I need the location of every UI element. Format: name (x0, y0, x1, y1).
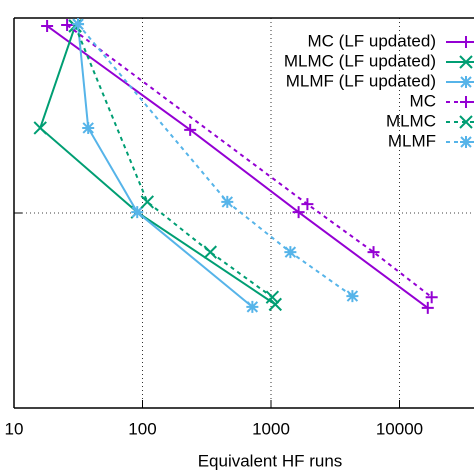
marker (140, 195, 155, 209)
legend-label: MLMF (LF updated) (286, 71, 436, 90)
series-line (77, 24, 253, 308)
series-line (66, 24, 433, 298)
legend-label: MLMC (LF updated) (284, 51, 436, 70)
marker (72, 18, 85, 31)
legend-label: MC (410, 91, 436, 110)
x-tick-label: 10000 (376, 419, 423, 438)
marker (203, 245, 218, 259)
marker (301, 198, 314, 211)
marker (246, 300, 259, 313)
series-line (46, 25, 429, 309)
series-line (39, 25, 276, 306)
marker (459, 115, 473, 129)
marker (460, 36, 472, 48)
marker (33, 121, 47, 135)
marker (425, 291, 438, 304)
marker (284, 246, 297, 259)
legend-label: MC (LF updated) (308, 31, 437, 50)
marker (459, 55, 473, 69)
legend-label: MLMC (386, 111, 436, 130)
marker (460, 76, 472, 88)
marker (292, 206, 305, 219)
marker (131, 206, 144, 219)
x-axis-label: Equivalent HF runs (198, 451, 343, 470)
legend-label: MLMF (388, 131, 436, 150)
marker (265, 290, 280, 304)
marker (460, 136, 472, 148)
marker (268, 297, 283, 312)
marker (367, 246, 380, 259)
marker (82, 121, 95, 134)
marker (460, 96, 472, 108)
marker (421, 301, 434, 314)
series-line (77, 23, 353, 297)
marker (346, 290, 359, 303)
x-tick-label: 1000 (252, 419, 290, 438)
marker (184, 123, 197, 136)
marker (41, 19, 54, 32)
x-tick-label: 10 (5, 419, 24, 438)
x-tick-label: 100 (128, 419, 156, 438)
marker (221, 195, 234, 208)
marker (61, 19, 74, 32)
